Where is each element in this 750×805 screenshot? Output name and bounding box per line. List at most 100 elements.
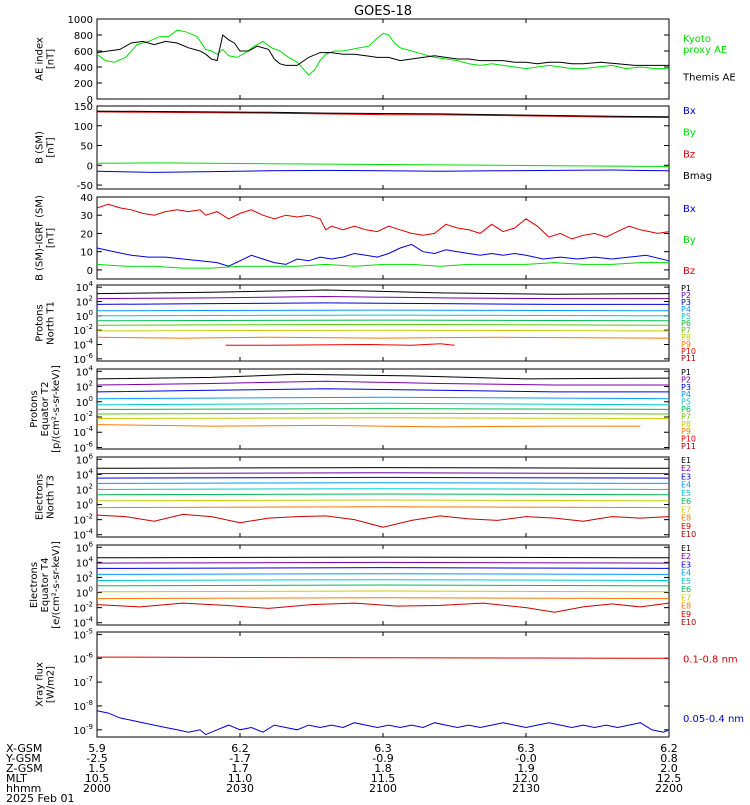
col3-hhmm: 2130 — [512, 782, 540, 795]
col2-mlt: 11.5 — [370, 772, 396, 785]
b_igrf-ytick-label-0: 0 — [87, 266, 93, 277]
p_nt1-legend-3: P4 — [681, 305, 691, 314]
e_et4-series-8 — [96, 602, 670, 613]
p_nt1-legend-10: P11 — [681, 354, 696, 363]
col3-x-gsm: 6.3 — [517, 742, 535, 755]
e_nt3-series-5 — [96, 493, 670, 496]
p_et2-ylabel-1: Equator T2 — [40, 382, 51, 437]
p_nt1-series-7 — [96, 329, 670, 332]
col2-z-gsm: 1.8 — [374, 762, 392, 775]
col2-y-gsm: -0.9 — [372, 752, 394, 765]
e_nt3-series-0 — [96, 467, 670, 469]
e_nt3-series-6 — [96, 499, 670, 502]
p_nt1-series-1 — [96, 295, 669, 300]
xray-ytick-label-2: 10-7 — [73, 675, 93, 689]
e_nt3-series-8 — [96, 513, 670, 528]
e_nt3-ylabel-0: Electrons — [35, 474, 46, 520]
col1-y-gsm: -1.7 — [229, 752, 251, 765]
b_sm-legend-3-0: Bmag — [683, 171, 712, 182]
col1-mlt: 11.0 — [227, 772, 253, 785]
e_nt3-legend-9: E10 — [681, 530, 696, 539]
col0-z-gsm: 1.5 — [88, 762, 106, 775]
ae-ylabel-1: [nT] — [46, 49, 57, 69]
b_sm-ytick-label-2: 50 — [80, 142, 93, 153]
e_et4-legend-1: E2 — [681, 552, 691, 561]
p_nt1-legend-4: P5 — [681, 312, 691, 321]
ae-legend-0-0: Kyoto — [683, 34, 711, 45]
p_nt1-ytick-label-1: 10-4 — [73, 338, 93, 352]
col2-x-gsm: 6.3 — [374, 742, 392, 755]
b_sm-frame — [96, 105, 670, 190]
ae-ytick-label-0: 0 — [87, 95, 93, 106]
col0-x-gsm: 5.9 — [88, 742, 106, 755]
p_et2-series-6 — [96, 412, 670, 415]
p_et2-ytick-label-3: 100 — [76, 395, 93, 409]
col4-y-gsm: 0.8 — [660, 752, 678, 765]
e_et4-legend-6: E7 — [681, 593, 691, 602]
ae-legend-1-0: Themis AE — [682, 73, 736, 84]
e_et4-legend-8: E9 — [681, 610, 691, 619]
b_igrf-series-1 — [96, 262, 669, 269]
xray-series-0 — [96, 656, 670, 659]
b_igrf-ylabel-0: B (SM)-IGRF (SM) — [35, 195, 46, 281]
p_nt1-legend-0: P1 — [681, 284, 691, 293]
p_nt1-legend-6: P7 — [681, 326, 691, 335]
e_nt3-legend-1: E2 — [681, 464, 691, 473]
row-label-mlt: MLT — [6, 772, 27, 785]
e_et4-legend-0: E1 — [681, 544, 691, 553]
row-label-x-gsm: X-GSM — [6, 742, 43, 755]
e_et4-legend-3: E4 — [681, 569, 691, 578]
b_igrf-ytick-label-4: 40 — [80, 193, 93, 204]
ae-ytick-label-3: 600 — [74, 47, 93, 58]
b_igrf-legend-0-0: Bx — [683, 204, 696, 215]
e_et4-legend-9: E10 — [681, 618, 696, 627]
e_et4-series-1 — [96, 561, 670, 564]
e_nt3-ytick-label-2: 100 — [76, 498, 93, 512]
e_nt3-series-3 — [96, 482, 670, 484]
b_sm-series-3 — [96, 110, 670, 118]
p_nt1-series-4 — [96, 314, 670, 317]
p_nt1-ylabel-0: Protons — [35, 304, 46, 341]
e_nt3-series-7 — [96, 506, 670, 509]
col1-hhmm: 2030 — [226, 782, 254, 795]
e_et4-ytick-label-4: 104 — [76, 555, 94, 569]
p_et2-legend-3: P4 — [681, 390, 691, 399]
e_nt3-legend-3: E4 — [681, 481, 691, 490]
e_et4-ytick-label-5: 106 — [76, 540, 94, 554]
p_nt1-legend-1: P2 — [681, 291, 691, 300]
col3-mlt: 12.0 — [513, 772, 539, 785]
e_et4-legend-5: E6 — [681, 585, 691, 594]
col4-x-gsm: 6.2 — [660, 742, 678, 755]
b_igrf-ytick-label-1: 10 — [80, 248, 93, 259]
e_nt3-series-4 — [96, 488, 670, 490]
e_nt3-legend-5: E6 — [681, 497, 691, 506]
p_et2-legend-7: P8 — [681, 420, 691, 429]
p_et2-legend-1: P2 — [681, 375, 691, 384]
xray-series-1 — [96, 710, 670, 736]
p_nt1-series-3 — [96, 309, 670, 312]
p_et2-ytick-label-4: 102 — [76, 380, 93, 394]
e_nt3-legend-2: E3 — [681, 472, 691, 481]
e_nt3-ylabel-1: North T3 — [46, 475, 57, 519]
p_et2-ylabel-0: Protons — [29, 390, 40, 427]
e_et4-ytick-label-1: 10-2 — [73, 601, 93, 615]
xray-ytick-label-0: 10-9 — [73, 723, 93, 737]
col4-z-gsm: 2.0 — [660, 762, 678, 775]
e_nt3-ytick-label-1: 10-2 — [73, 513, 93, 527]
p_et2-series-4 — [96, 402, 670, 406]
p_et2-series-3 — [96, 396, 670, 400]
col0-y-gsm: -2.5 — [86, 752, 108, 765]
p_et2-ylabel-2: [p/(cm²-s-sr-keV)] — [51, 365, 62, 453]
p_nt1-series-5 — [96, 319, 670, 322]
p_et2-series-8 — [96, 424, 641, 428]
p_et2-legend-5: P6 — [681, 405, 691, 414]
e_nt3-ytick-label-4: 104 — [76, 467, 94, 481]
p_et2-series-5 — [96, 408, 670, 410]
p_et2-ytick-label-1: 10-4 — [73, 425, 93, 439]
e_et4-series-6 — [96, 590, 670, 593]
p_nt1-series-2 — [96, 302, 669, 305]
p_et2-series-7 — [96, 417, 670, 419]
e_et4-series-3 — [96, 573, 670, 575]
e_nt3-legend-6: E7 — [681, 505, 691, 514]
